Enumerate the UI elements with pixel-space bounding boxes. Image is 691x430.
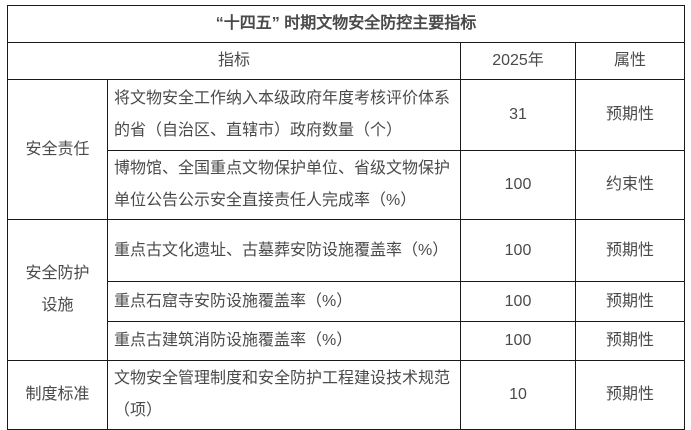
value-cell: 100 [460, 321, 576, 361]
indicator-table: “十四五” 时期文物安全防控主要指标 指标 2025年 属性 安全责任 将文物安… [6, 5, 686, 430]
value-cell: 100 [460, 150, 576, 220]
table-row: 重点古建筑消防设施覆盖率（%） 100 预期性 [8, 321, 686, 361]
document-page: “十四五” 时期文物安全防控主要指标 指标 2025年 属性 安全责任 将文物安… [6, 5, 686, 430]
indicator-cell: 将文物安全工作纳入本级政府年度考核评价体系的省（自治区、直辖市）政府数量（个） [107, 79, 461, 151]
table-header-row: 指标 2025年 属性 [7, 42, 686, 80]
table-row: 博物馆、全国重点文物保护单位、省级文物保护单位公告公示安全直接责任人完成率（%）… [8, 150, 686, 220]
attribute-cell: 预期性 [574, 281, 686, 322]
attribute-cell: 预期性 [574, 321, 686, 361]
group-cell-system-standards: 制度标准 [7, 360, 108, 430]
header-attribute: 属性 [574, 42, 686, 80]
indicator-cell: 重点古建筑消防设施覆盖率（%） [107, 321, 461, 361]
header-year-2025: 2025年 [460, 42, 576, 80]
value-cell: 31 [460, 79, 576, 151]
indicator-cell: 文物安全管理制度和安全防护工程建设技术规范（项） [107, 360, 461, 430]
table-title-row: “十四五” 时期文物安全防控主要指标 [6, 5, 686, 43]
group-cell-safety-responsibility: 安全责任 [7, 79, 108, 220]
attribute-cell: 约束性 [574, 150, 686, 220]
table-row: 安全防护 设施 重点古文化遗址、古墓葬安防设施覆盖率（%） 100 预期性 [7, 219, 686, 361]
table-row: 制度标准 文物安全管理制度和安全防护工程建设技术规范（项） 10 预期性 [7, 360, 686, 430]
value-cell: 100 [460, 219, 576, 282]
group-cell-safety-protection-facilities: 安全防护 设施 [7, 219, 108, 361]
header-indicator: 指标 [7, 42, 461, 80]
indicator-cell: 重点古文化遗址、古墓葬安防设施覆盖率（%） [107, 219, 461, 282]
value-cell: 10 [460, 360, 576, 430]
table-title: “十四五” 时期文物安全防控主要指标 [6, 5, 686, 43]
indicator-cell: 博物馆、全国重点文物保护单位、省级文物保护单位公告公示安全直接责任人完成率（%） [107, 150, 461, 220]
table-row: 重点石窟寺安防设施覆盖率（%） 100 预期性 [8, 281, 686, 322]
value-cell: 100 [460, 281, 576, 322]
attribute-cell: 预期性 [574, 79, 686, 151]
table-row: 安全责任 将文物安全工作纳入本级政府年度考核评价体系的省（自治区、直辖市）政府数… [7, 79, 686, 220]
indicator-cell: 重点石窟寺安防设施覆盖率（%） [107, 281, 461, 322]
attribute-cell: 预期性 [574, 219, 686, 282]
attribute-cell: 预期性 [574, 360, 686, 430]
